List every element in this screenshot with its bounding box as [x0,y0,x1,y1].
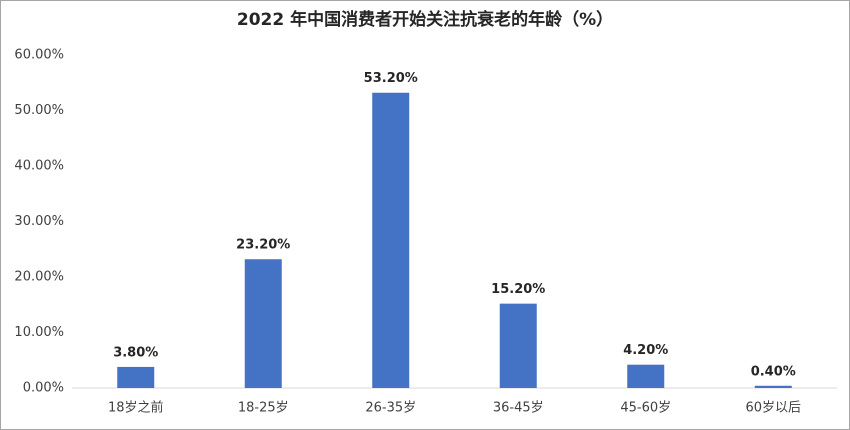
bar [754,385,792,388]
value-label: 0.40% [751,364,796,379]
y-tick-label: 20.00% [14,270,64,285]
value-label: 15.20% [491,282,545,297]
y-tick-label: 0.00% [23,381,64,396]
x-tick-label: 26-35岁 [365,401,416,416]
x-tick-label: 45-60岁 [620,401,671,416]
y-tick-label: 40.00% [14,159,64,174]
value-label: 3.80% [113,345,158,360]
value-label: 4.20% [623,343,668,358]
chart-title: 2022 年中国消费者开始关注抗衰老的年龄（%） [237,9,613,30]
y-tick-label: 10.00% [14,325,64,340]
x-tick-label: 36-45岁 [493,401,544,416]
bar [499,303,537,388]
x-tick-label: 18岁之前 [108,400,164,416]
value-label: 23.20% [236,238,290,253]
y-tick-label: 30.00% [14,214,64,229]
value-label: 53.20% [364,71,418,86]
bar [244,259,282,388]
x-tick-label: 60岁以后 [745,401,801,416]
y-tick-label: 60.00% [14,48,64,63]
x-tick-label: 18-25岁 [238,401,289,416]
bar [117,366,155,388]
bar [627,364,665,388]
y-tick-label: 50.00% [14,103,64,118]
bar [372,92,410,389]
